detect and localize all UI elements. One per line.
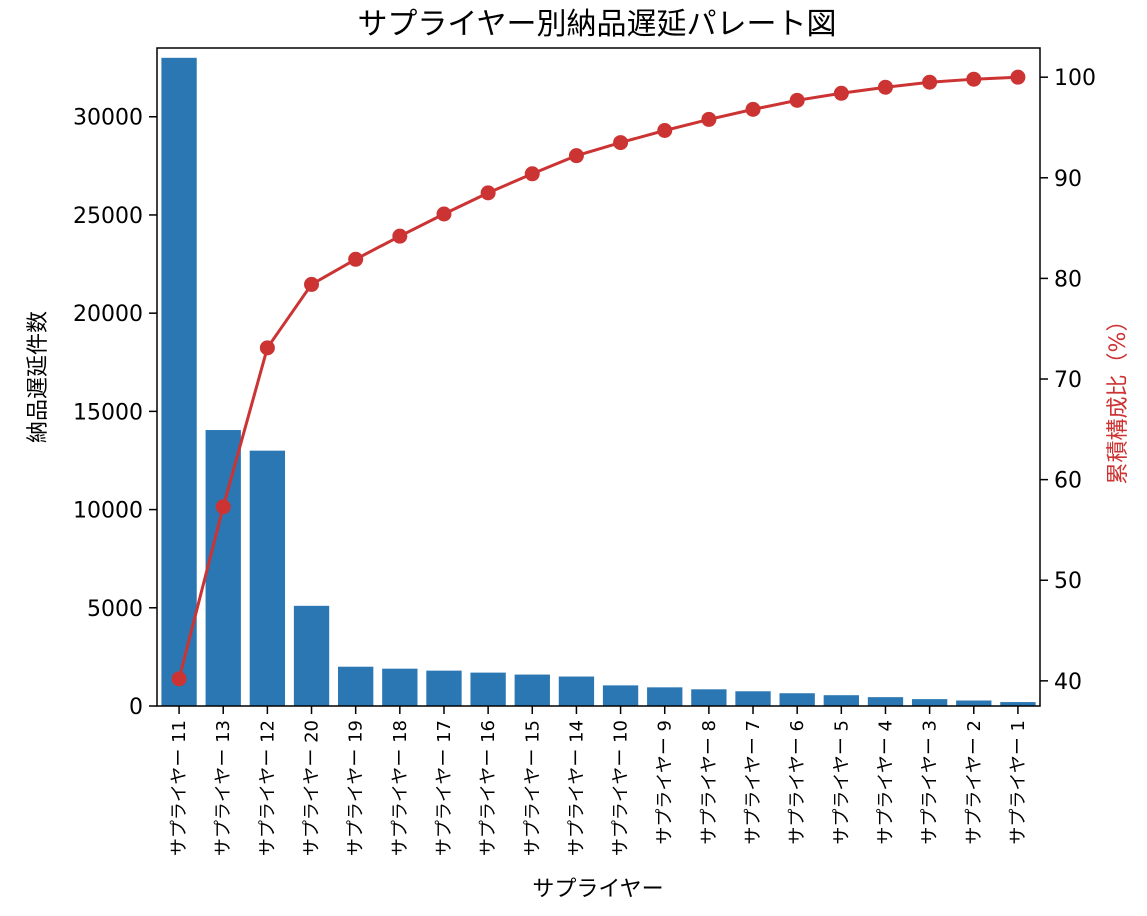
cumulative-point [745, 101, 761, 117]
y2-tick-label: 40 [1054, 670, 1082, 695]
cumulative-point [701, 111, 717, 127]
bar [602, 685, 639, 706]
x-tick-label: サプライヤー 13 [213, 720, 234, 856]
cumulative-point [480, 185, 496, 201]
cumulative-point [259, 340, 275, 356]
y-tick-label: 10000 [73, 499, 143, 524]
bar [691, 689, 727, 706]
y2-tick-label: 80 [1054, 267, 1082, 292]
x-tick-label: サプライヤー 10 [611, 720, 632, 856]
cumulative-point [436, 206, 452, 222]
bar [823, 695, 859, 706]
x-tick-label: サプライヤー 2 [964, 720, 985, 845]
x-tick-label: サプライヤー 16 [478, 720, 499, 856]
bar [514, 674, 550, 706]
x-tick-label: サプライヤー 4 [875, 720, 896, 845]
cumulative-point [966, 71, 982, 87]
x-tick-label: サプライヤー 11 [169, 720, 190, 856]
cumulative-line [177, 75, 1018, 680]
x-tick-label: サプライヤー 6 [787, 720, 808, 845]
cumulative-point [789, 92, 805, 108]
y2-axis-label: 累積構成比（%） [1106, 310, 1131, 485]
x-axis-label: サプライヤー [532, 877, 663, 902]
cumulative-point [833, 85, 849, 101]
y-axis-label: 納品遅延件数 [26, 311, 51, 443]
cumulative-point [348, 251, 364, 267]
y-tick-label: 30000 [73, 106, 143, 131]
x-tick-label: サプライヤー 19 [346, 720, 367, 856]
right-axis: 40 50 60 70 80 90 100 [1040, 66, 1096, 695]
y2-tick-label: 60 [1054, 469, 1082, 494]
bar [867, 697, 904, 706]
x-tick-label: サプライヤー 7 [743, 720, 764, 845]
x-tick-label: サプライヤー 20 [302, 720, 323, 856]
bar [249, 450, 286, 706]
x-tick-label: サプライヤー 18 [390, 720, 411, 856]
y2-tick-label: 90 [1054, 167, 1082, 192]
x-tick-label: サプライヤー 17 [434, 720, 455, 856]
bar [956, 700, 992, 706]
y-tick-label: 0 [129, 695, 143, 720]
bar [161, 57, 197, 706]
y2-tick-label: 100 [1054, 66, 1096, 91]
plot-frame [156, 47, 1041, 707]
bar [558, 676, 595, 706]
bar [911, 699, 948, 706]
x-tick-label: サプライヤー 1 [1008, 720, 1029, 845]
y-tick-label: 5000 [87, 597, 143, 622]
x-tick-label: サプライヤー 12 [257, 720, 278, 856]
left-axis: 0 5000 10000 15000 20000 25000 30000 [73, 106, 157, 720]
cumulative-point [1010, 69, 1026, 85]
y-tick-label: 25000 [73, 204, 143, 229]
bar [470, 672, 506, 706]
bars-layer [161, 57, 1036, 706]
y2-tick-label: 50 [1054, 569, 1082, 594]
cumulative-point [568, 148, 584, 164]
cumulative-point [215, 499, 231, 515]
x-tick-label: サプライヤー 5 [831, 720, 852, 845]
x-tick-label: サプライヤー 15 [522, 720, 543, 856]
y-tick-label: 20000 [73, 302, 143, 327]
cumulative-point [171, 671, 187, 687]
y-tick-label: 15000 [73, 400, 143, 425]
x-tick-label: サプライヤー 3 [920, 720, 941, 845]
x-tick-label: サプライヤー 14 [566, 720, 587, 856]
cumulative-point [613, 135, 629, 151]
bar [426, 670, 462, 706]
bar [735, 691, 771, 706]
x-tick-label: サプライヤー 8 [699, 720, 720, 845]
bar [293, 605, 330, 706]
chart-title: サプライヤー別納品遅延パレート図 [357, 7, 836, 42]
bar [1000, 702, 1036, 706]
x-tick-label: サプライヤー 9 [655, 720, 676, 845]
cumulative-line-layer [171, 69, 1026, 687]
cumulative-point [524, 166, 540, 182]
bar [647, 687, 683, 706]
bar [382, 668, 418, 706]
cumulative-point [922, 74, 938, 90]
bar [338, 666, 374, 706]
cumulative-point [657, 123, 673, 139]
cumulative-point [877, 79, 893, 95]
cumulative-point [304, 276, 320, 292]
bar [205, 430, 241, 706]
y2-tick-label: 70 [1054, 368, 1082, 393]
bar [779, 693, 815, 706]
cumulative-point [392, 228, 408, 244]
x-axis: サプライヤー 11 サプライヤー 13 サプライヤー 12 サプライヤー 20 サプライ… [169, 706, 1029, 856]
